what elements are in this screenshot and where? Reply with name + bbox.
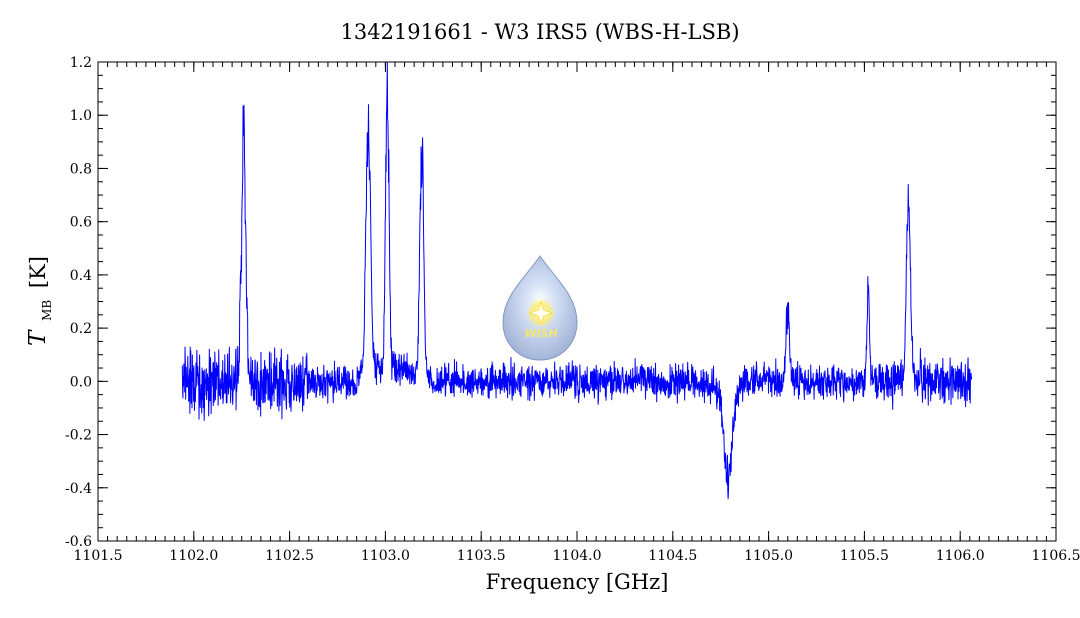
x-tick-label: 1102.5 [265,548,314,564]
x-tick-label: 1104.0 [553,548,602,564]
x-tick-label: 1101.5 [74,548,123,564]
axis-ticks [97,61,1057,542]
y-tick-label: 0.6 [70,215,92,231]
x-tick-label: 1106.5 [1032,548,1080,564]
watermark-text: WISH [524,327,557,340]
x-tick-label: 1103.5 [457,548,506,564]
y-tick-label: 0.4 [70,268,92,284]
y-tick-label: 0.0 [70,374,92,390]
y-tick-label: 0.8 [70,161,92,177]
y-tick-label: 1.0 [70,108,92,124]
x-axis-label: Frequency [GHz] [486,570,669,594]
y-tick-label: -0.2 [65,428,92,444]
y-axis-label: T MB [K] [25,256,56,346]
y-tick-label: -0.6 [65,534,92,550]
x-tick-label: 1103.0 [361,548,410,564]
wish-logo: WISH [502,255,578,361]
x-tick-label: 1105.0 [744,548,793,564]
star-icon [528,300,554,326]
x-tick-label: 1102.0 [169,548,218,564]
plot-frame [97,61,1057,542]
x-tick-labels: 1101.5 1102.0 1102.5 1103.0 1103.5 1104.0 1104… [74,548,1080,564]
chart-title: 1342191661 - W3 IRS5 (WBS-H-LSB) [340,20,739,44]
y-tick-label: -0.4 [65,481,92,497]
y-tick-labels: -0.6 -0.4 -0.2 0.0 0.2 0.4 0.6 0.8 1.0 1.2 [65,55,92,550]
y-tick-label: 0.2 [70,321,92,337]
x-tick-label: 1106.0 [936,548,985,564]
y-tick-label: 1.2 [70,55,92,71]
x-tick-label: 1105.5 [840,548,889,564]
x-tick-label: 1104.5 [648,548,697,564]
spectrum-series-line [181,61,973,500]
